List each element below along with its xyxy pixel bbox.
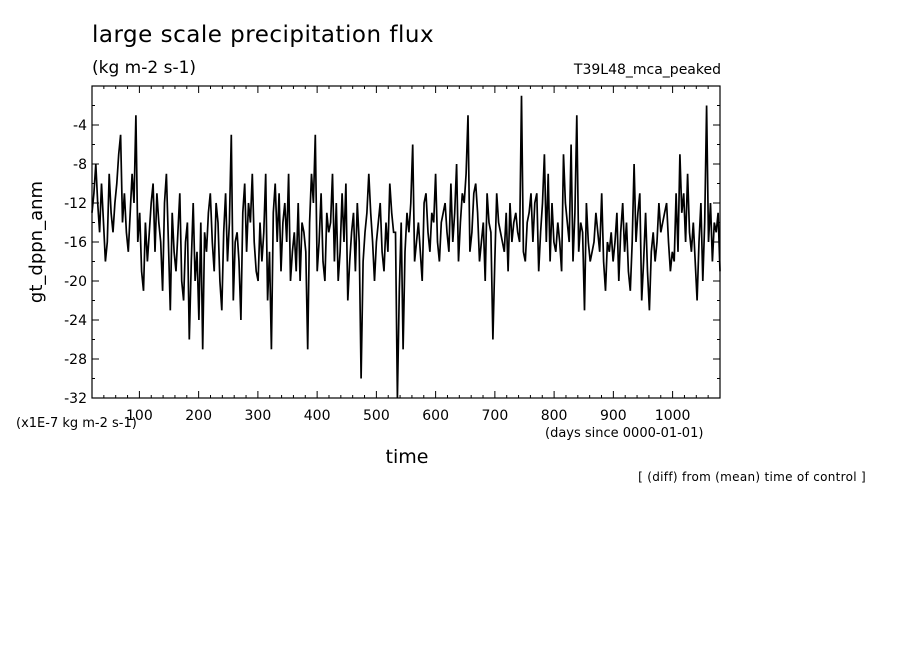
x-tick-label: 700 (482, 408, 509, 424)
tick-labels-layer: 100 200 300 400 500 600 700 800 900 1000 -4 -8 -12 -1… (64, 118, 690, 424)
x-tick-label: 200 (185, 408, 212, 424)
series-layer (91, 95, 721, 399)
units-label: (kg m-2 s-1) (92, 58, 197, 78)
y-axis-label: gt_dppn_anm (26, 181, 47, 303)
y-tick-label: -20 (64, 274, 87, 290)
y-tick-label: -28 (64, 352, 87, 368)
x-tick-label: 900 (600, 408, 627, 424)
x-tick-label: 800 (541, 408, 568, 424)
series-line (91, 95, 721, 399)
x-units-note: (days since 0000-01-01) (545, 426, 704, 441)
scale-note: (x1E-7 kg m-2 s-1) (16, 416, 137, 431)
chart-title: large scale precipitation flux (92, 22, 435, 48)
experiment-label: T39L48_mca_peaked (573, 62, 721, 78)
x-tick-label: 600 (422, 408, 449, 424)
x-tick-label: 1000 (655, 408, 691, 424)
y-tick-label: -32 (64, 391, 87, 407)
y-tick-label: -12 (64, 196, 87, 212)
x-tick-label: 300 (245, 408, 272, 424)
y-tick-label: -8 (73, 157, 87, 173)
y-tick-label: -16 (64, 235, 87, 251)
x-tick-label: 500 (363, 408, 390, 424)
y-tick-label: -24 (64, 313, 87, 329)
ticks-layer (91, 85, 721, 399)
x-tick-label: 400 (304, 408, 331, 424)
x-tick-label: 100 (126, 408, 153, 424)
x-axis-label: time (386, 446, 429, 468)
y-tick-label: -4 (73, 118, 87, 134)
footer-note: [ (diff) from (mean) time of control ] (638, 470, 866, 484)
